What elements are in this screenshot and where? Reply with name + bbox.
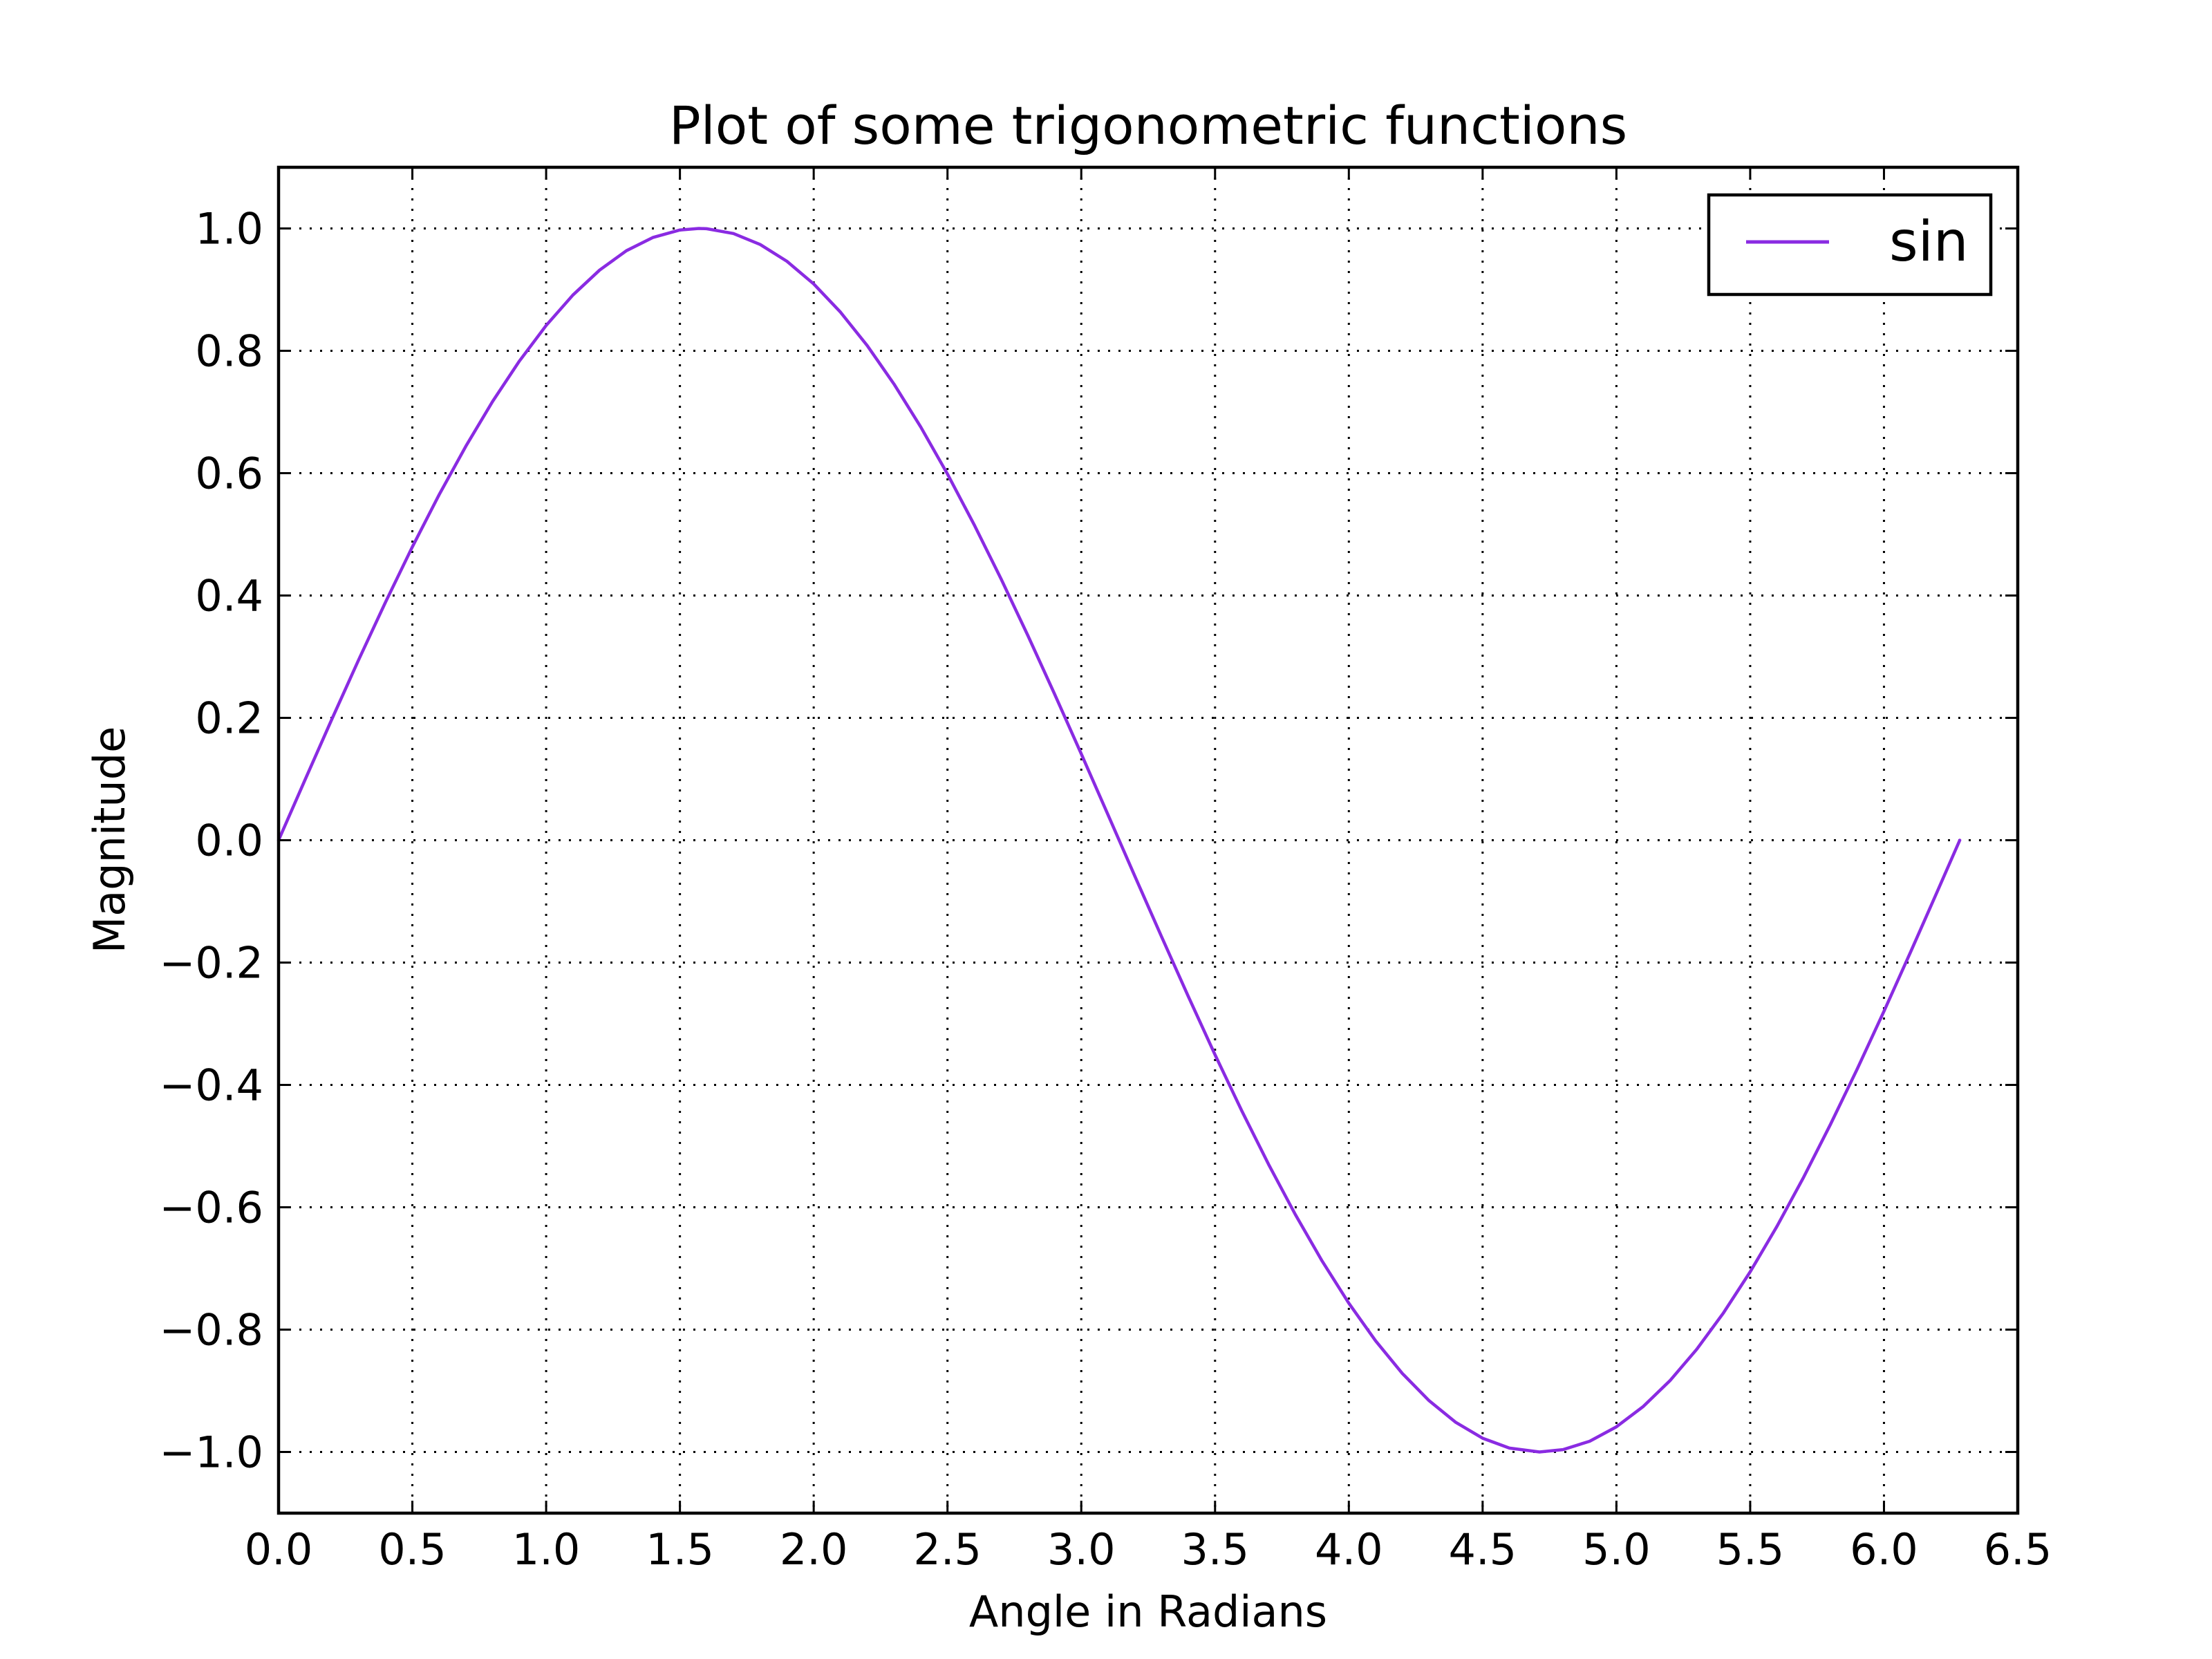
x-tick-label: 1.0 [512, 1524, 581, 1575]
x-tick-label: 1.5 [646, 1524, 714, 1575]
y-tick-label: −0.8 [159, 1305, 263, 1356]
ticks: 0.0 0.5 1.0 1.5 2.0 2.5 3.0 3.5 4.0 4.5 5.0 5.5 6.0 6… [159, 167, 2052, 1575]
x-tick-label: 6.0 [1850, 1524, 1918, 1575]
y-tick-label: −1.0 [159, 1427, 263, 1478]
legend-label-sin: sin [1889, 209, 1969, 274]
y-axis-label: Magnitude [84, 727, 135, 953]
x-tick-label: 0.5 [378, 1524, 447, 1575]
series-layer [276, 227, 1962, 1454]
y-tick-label: −0.2 [159, 938, 263, 988]
x-axis-label: Angle in Radians [969, 1586, 1327, 1637]
series-line-sin [276, 227, 1962, 1454]
y-tick-label: −0.4 [159, 1060, 263, 1111]
y-tick-label: 0.8 [195, 326, 263, 377]
x-tick-label: 4.5 [1449, 1524, 1517, 1575]
y-tick-label: 0.6 [195, 449, 263, 499]
x-tick-label: 2.0 [780, 1524, 848, 1575]
y-tick-label: 0.0 [195, 816, 263, 866]
x-tick-label: 3.0 [1047, 1524, 1116, 1575]
x-tick-label: 2.5 [913, 1524, 982, 1575]
y-tick-label: 0.4 [195, 571, 263, 621]
legend-frame [1707, 193, 1993, 297]
legend: sin [1707, 193, 1993, 297]
chart-title: Plot of some trigonometric functions [669, 95, 1627, 156]
y-tick-label: −0.6 [159, 1183, 263, 1233]
x-tick-label: 4.0 [1315, 1524, 1383, 1575]
y-tick-label: 1.0 [195, 204, 263, 254]
y-tick-label: 0.2 [195, 693, 263, 744]
x-tick-label: 5.0 [1582, 1524, 1651, 1575]
x-tick-label: 5.5 [1716, 1524, 1785, 1575]
x-tick-label: 6.5 [1984, 1524, 2052, 1575]
x-tick-label: 3.5 [1181, 1524, 1249, 1575]
x-tick-label: 0.0 [245, 1524, 313, 1575]
